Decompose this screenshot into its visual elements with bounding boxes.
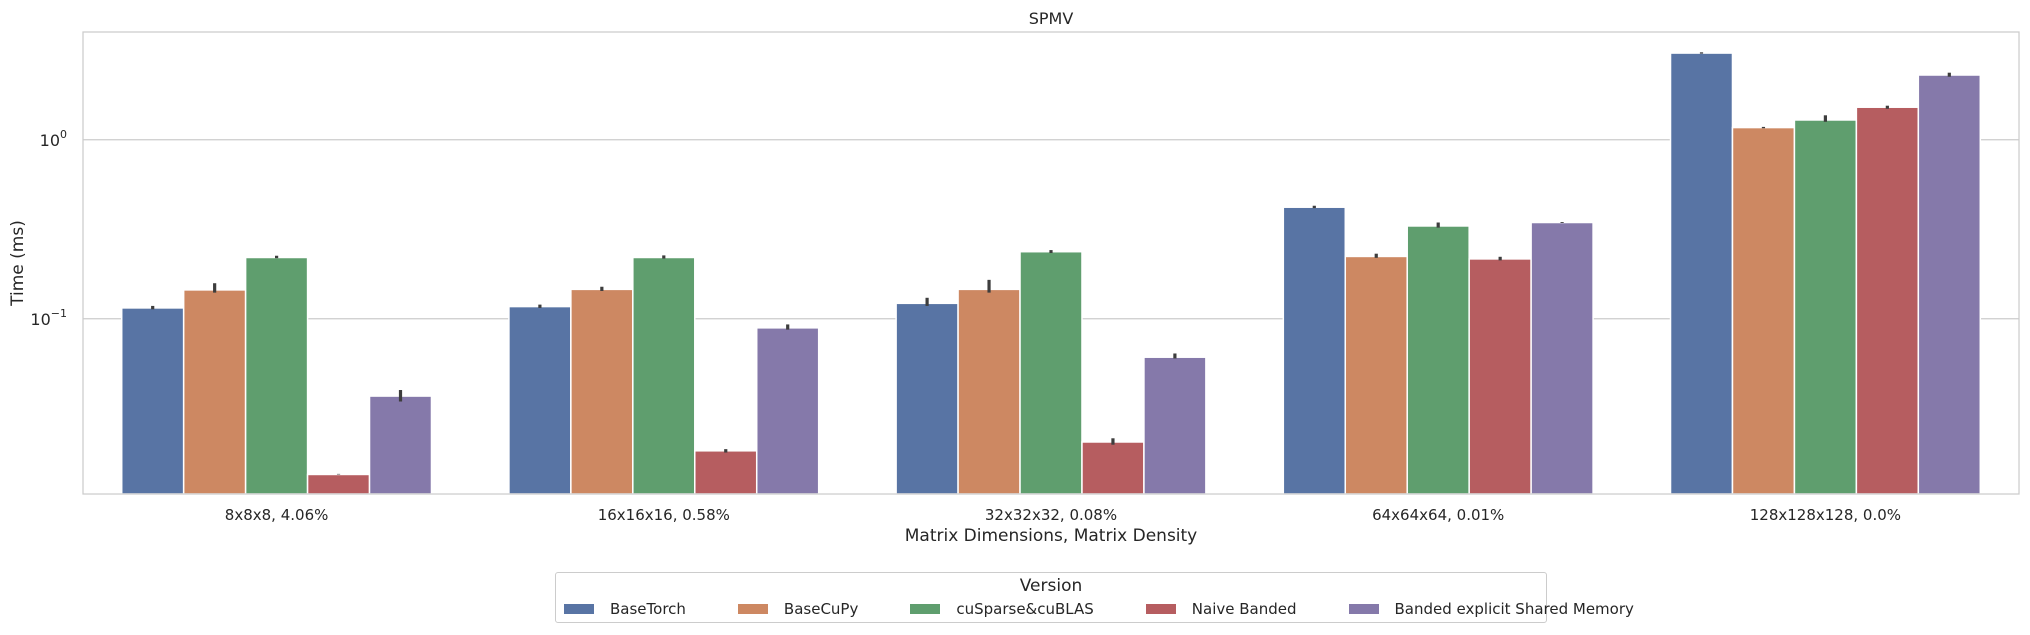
bar-naive-banded-3 <box>1468 258 1532 495</box>
bar-basetorch-2 <box>895 302 959 495</box>
bar-banded-explicit-shared-memory-3 <box>1530 221 1594 495</box>
legend-swatch <box>1145 604 1176 614</box>
legend-label: Banded explicit Shared Memory <box>1394 600 1634 618</box>
legend-swatch <box>1348 604 1379 614</box>
x-tick-label: 128x128x128, 0.0% <box>1750 506 1901 524</box>
x-tick-label: 32x32x32, 0.08% <box>985 506 1117 524</box>
bar-basecupy-4 <box>1731 126 1796 495</box>
bar-cusparse-cublas-1 <box>632 256 696 495</box>
legend-swatch <box>564 604 594 614</box>
bar-banded-explicit-shared-memory-2 <box>1143 356 1207 495</box>
legend-title: Version <box>1019 576 1083 596</box>
bar-naive-banded-0 <box>306 473 371 495</box>
bar-basecupy-1 <box>570 288 634 495</box>
bars <box>120 52 1982 495</box>
legend-label: BaseCuPy <box>783 600 859 618</box>
bar-cusparse-cublas-3 <box>1406 225 1470 495</box>
bar-naive-banded-1 <box>694 450 758 495</box>
chart-title: SPMV <box>1029 9 1074 28</box>
x-tick-labels: 8x8x8, 4.06% 16x16x16, 0.58% 32x32x32, 0.0… <box>225 506 1901 524</box>
legend: Version BaseTorch BaseCuPy cuSparse&cuBLAS… <box>555 572 1634 623</box>
legend-label: BaseTorch <box>610 600 686 618</box>
legend-item: BaseCuPy <box>737 600 859 618</box>
error-bars <box>151 52 1951 475</box>
legend-item: BaseTorch <box>564 600 686 618</box>
legend-item: cuSparse&cuBLAS <box>910 600 1094 618</box>
bar-cusparse-cublas-4 <box>1793 119 1858 495</box>
bar-basetorch-3 <box>1282 206 1347 495</box>
bar-basecupy-0 <box>182 289 247 495</box>
bar-banded-explicit-shared-memory-1 <box>755 327 820 495</box>
bar-basecupy-3 <box>1344 255 1408 495</box>
x-tick-label: 16x16x16, 0.58% <box>598 506 730 524</box>
plot-frame <box>82 31 2020 495</box>
bar-basecupy-2 <box>957 288 1021 495</box>
x-axis-label: Matrix Dimensions, Matrix Density <box>905 526 1198 546</box>
legend-label: Naive Banded <box>1191 600 1297 618</box>
bar-naive-banded-4 <box>1855 106 1920 495</box>
bar-basetorch-1 <box>508 305 572 495</box>
chart: 10−1 100 8x8x8, 4.06% 16x16x16, 0.58% 32x32… <box>8 9 2020 546</box>
bar-banded-explicit-shared-memory-0 <box>368 395 433 495</box>
y-tick-label: 100 <box>40 128 67 150</box>
x-tick-label: 8x8x8, 4.06% <box>225 506 329 524</box>
bar-naive-banded-2 <box>1081 441 1145 495</box>
bar-cusparse-cublas-2 <box>1019 250 1083 495</box>
y-tick-label: 10−1 <box>30 307 67 329</box>
bar-basetorch-4 <box>1669 52 1734 495</box>
y-axis-label: Time (ms) <box>8 220 28 307</box>
legend-swatch <box>737 604 768 614</box>
legend-swatch <box>910 604 941 614</box>
legend-item: Banded explicit Shared Memory <box>1348 600 1634 618</box>
bar-cusparse-cublas-0 <box>244 256 309 495</box>
bar-banded-explicit-shared-memory-4 <box>1917 74 1982 495</box>
legend-item: Naive Banded <box>1145 600 1297 618</box>
y-tick-labels: 10−1 100 <box>30 128 67 329</box>
legend-label: cuSparse&cuBLAS <box>956 600 1094 618</box>
x-tick-label: 64x64x64, 0.01% <box>1372 506 1504 524</box>
legend-items: BaseTorch BaseCuPy cuSparse&cuBLAS Naive Ba… <box>564 600 1634 618</box>
bar-basetorch-0 <box>120 307 185 495</box>
